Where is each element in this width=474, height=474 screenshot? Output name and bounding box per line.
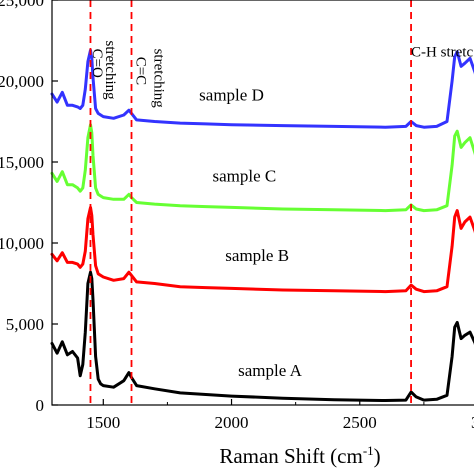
x-axis-label-superscript: -1 <box>363 443 374 458</box>
y-tick-label-25-000: 25,000 <box>0 0 44 10</box>
x-tick-label-2000: 2000 <box>215 413 249 432</box>
series-label-sample-d: sample D <box>199 85 264 104</box>
x-axis-label: Raman Shift (cm-1) <box>219 443 380 468</box>
annotation-c-c-3: C=C <box>133 57 149 85</box>
series-line-sample-c <box>50 123 474 213</box>
y-tick-label-15-000: 15,000 <box>0 153 44 172</box>
x-tick-label-3000: 3000 <box>471 413 474 432</box>
x-tick-label-1500: 1500 <box>86 413 120 432</box>
y-tick-label-20-000: 20,000 <box>0 72 44 91</box>
annotation-c-o-1: C=O <box>89 49 105 78</box>
annotation-stretching-4: stretching <box>151 49 167 109</box>
series-label-sample-c: sample C <box>212 166 276 185</box>
series-line-sample-d <box>50 48 474 129</box>
y-tick-label-10-000: 10,000 <box>0 234 44 253</box>
y-tick-label-0: 0 <box>36 396 45 415</box>
y-tick-label-5-000: 5,000 <box>6 315 44 334</box>
reference-lines <box>89 0 412 405</box>
x-tick-label-2500: 2500 <box>343 413 377 432</box>
annotation-c-h-stretc-5: C-H stretc <box>411 45 473 61</box>
series-lines <box>50 48 474 402</box>
series-line-sample-a <box>50 270 474 402</box>
series-line-sample-b <box>50 205 474 294</box>
series-label-sample-b: sample B <box>225 246 289 265</box>
annotation-stretching-2: stretching <box>102 41 118 101</box>
x-axis-label-tail: ) <box>374 444 381 468</box>
plot-frame <box>51 0 474 406</box>
series-label-sample-a: sample A <box>238 361 302 380</box>
y-axis-ticks: 0 5,000 10,000 15,000 20,000 25,000 <box>0 0 58 415</box>
series-labels: sample A sample B sample C sample D <box>199 85 302 379</box>
x-axis-ticks: 1500 2000 2500 3000 <box>86 399 474 432</box>
